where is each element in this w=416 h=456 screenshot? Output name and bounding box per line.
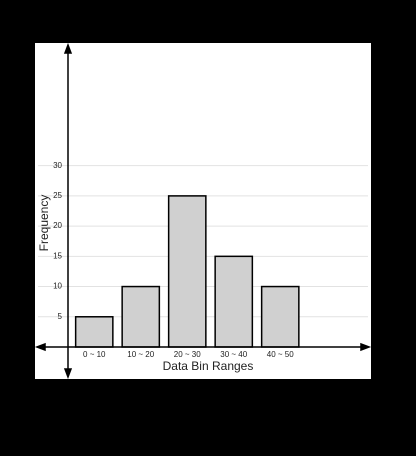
y-tick-label: 15 xyxy=(53,251,62,260)
bar xyxy=(74,316,114,348)
x-tick-label: 30 ~ 40 xyxy=(220,350,247,359)
bar xyxy=(260,285,300,348)
x-tick-label: 20 ~ 30 xyxy=(174,350,201,359)
y-tick-label: 25 xyxy=(53,191,62,200)
y-tick-label: 5 xyxy=(58,312,63,321)
y-tick-label: 10 xyxy=(53,282,62,291)
x-tick-label: 0 ~ 10 xyxy=(83,350,106,359)
arrow xyxy=(63,368,73,380)
y-tick-label: 20 xyxy=(53,221,62,230)
arrow xyxy=(34,342,46,352)
x-axis-title: Data Bin Ranges xyxy=(163,359,254,373)
axes xyxy=(34,42,372,380)
arrow xyxy=(63,42,73,54)
arrow xyxy=(360,342,372,352)
y-axis-title: Frequency xyxy=(37,195,51,252)
bar xyxy=(167,195,207,348)
x-tick-label: 10 ~ 20 xyxy=(127,350,154,359)
bar xyxy=(214,255,254,348)
bars xyxy=(74,195,300,348)
x-tick-label: 40 ~ 50 xyxy=(267,350,294,359)
y-tick-label: 30 xyxy=(53,161,62,170)
bar xyxy=(121,285,161,348)
